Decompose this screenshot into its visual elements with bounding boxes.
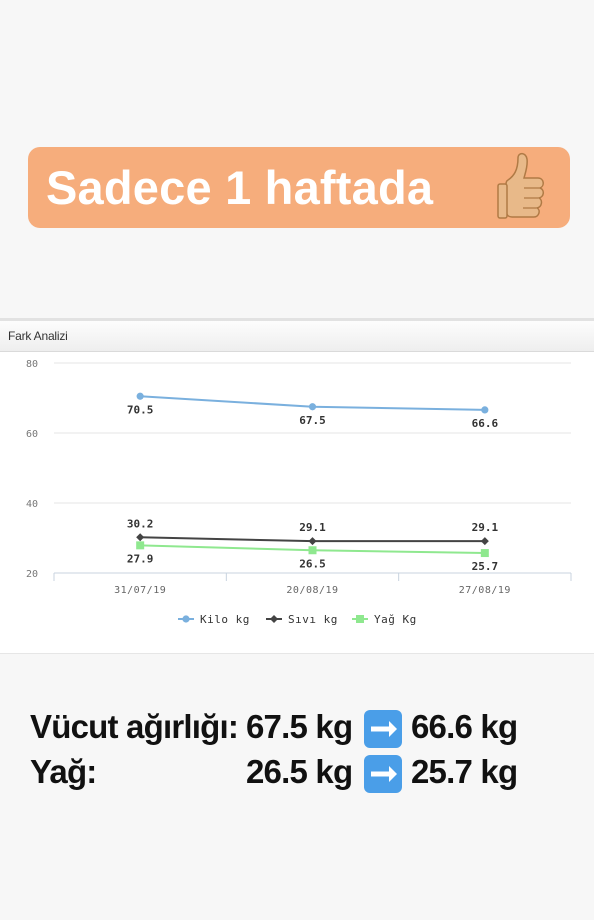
legend-marker [270, 615, 278, 623]
headline-banner: Sadece 1 haftada [28, 147, 570, 228]
legend-label: Yağ Kg [374, 613, 417, 626]
data-label: 66.6 [472, 417, 499, 430]
legend-marker [356, 615, 364, 623]
panel-header: Fark Analizi [0, 321, 594, 352]
data-point [480, 537, 489, 546]
legend-label: Sıvı kg [288, 613, 338, 626]
x-tick-label: 31/07/19 [114, 585, 166, 596]
data-point [136, 533, 145, 542]
data-label: 25.7 [472, 560, 499, 573]
data-point [480, 549, 489, 558]
right-arrow-icon [364, 710, 402, 748]
data-point [308, 537, 317, 546]
data-point [481, 406, 489, 414]
legend-label: Kilo kg [200, 613, 250, 626]
stat-to-value: 66.6 kg [411, 708, 518, 745]
y-tick-label: 40 [26, 499, 38, 510]
stat-label: Vücut ağırlığı: [30, 708, 239, 745]
x-tick-label: 20/08/19 [286, 585, 338, 596]
stat-to-value: 25.7 kg [411, 753, 518, 790]
data-label: 29.1 [299, 521, 326, 534]
data-point [136, 392, 144, 400]
banner-text: Sadece 1 haftada [46, 161, 434, 214]
data-label: 29.1 [472, 521, 499, 534]
y-tick-label: 80 [26, 359, 38, 370]
y-tick-label: 60 [26, 429, 38, 440]
stat-from-value: 26.5 kg [246, 753, 353, 790]
data-point [308, 403, 317, 411]
difference-analysis-panel: Fark Analizi 20 40 60 80 31/07/19 20/08/19 27/… [0, 318, 594, 654]
stat-from-value: 67.5 kg [246, 708, 353, 745]
legend-marker [182, 615, 190, 623]
data-label: 67.5 [299, 414, 326, 427]
right-arrow-icon [364, 755, 402, 793]
line-chart: 20 40 60 80 31/07/19 20/08/19 27/08/19 70.5 67.5… [26, 359, 572, 626]
x-tick-label: 27/08/19 [459, 585, 511, 596]
data-label: 70.5 [127, 403, 154, 416]
data-label: 27.9 [127, 552, 154, 565]
data-point [136, 541, 145, 550]
y-tick-label: 20 [26, 569, 38, 580]
panel-title: Fark Analizi [8, 329, 68, 343]
data-label: 26.5 [299, 557, 326, 570]
thumbs-up-icon [497, 152, 544, 219]
data-label: 30.2 [127, 517, 154, 530]
stat-label: Yağ: [30, 753, 97, 790]
data-point [308, 546, 317, 555]
